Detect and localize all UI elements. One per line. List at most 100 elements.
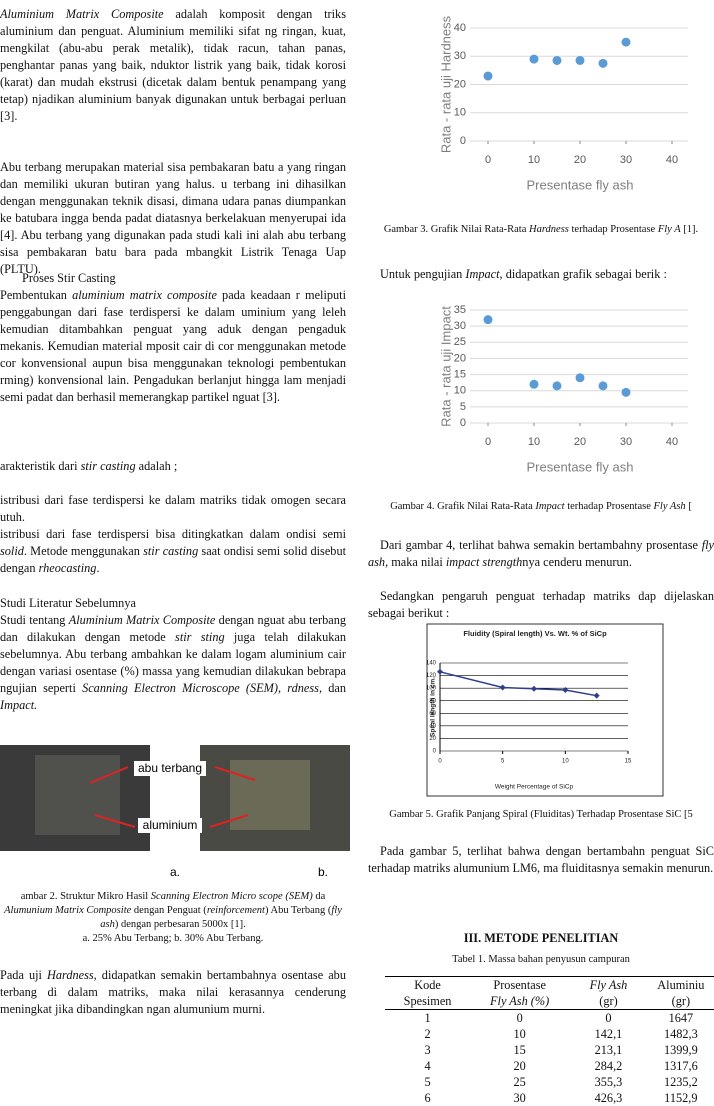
point	[575, 55, 585, 65]
table-row: 6 30 426,3 1152,9	[385, 1090, 714, 1106]
point	[621, 37, 631, 47]
x-tick-label: 40	[666, 436, 678, 448]
figure-caption: Gambar 4. Grafik Nilai Rata-Rata Impact …	[368, 500, 714, 514]
text: istribusi dari fase terdispersi ke dalam…	[0, 493, 346, 524]
y-tick-label: 40	[429, 723, 436, 729]
x-tick-label: 0	[485, 154, 491, 166]
table-cell: 25	[513, 1075, 526, 1089]
x-tick-label: 20	[574, 436, 586, 448]
y-tick-label: 10	[454, 107, 466, 119]
y-tick-label: 10	[454, 385, 466, 397]
y-tick-label: 20	[429, 736, 436, 742]
text: ) dengan perbesaran 5000x [1].	[114, 919, 246, 930]
figure-subcaption: a. 25% Abu Terbang; b. 30% Abu Terbang.	[82, 933, 264, 944]
text: juga telah dilakukan sebelumnya. Abu ter…	[0, 630, 346, 695]
text: Studi tentang	[0, 613, 69, 627]
point	[529, 379, 539, 389]
figure-label: aluminium	[143, 818, 198, 832]
header-text: Fly Ash	[589, 978, 628, 992]
marker	[531, 685, 537, 692]
marker	[437, 668, 443, 675]
table-cell: 1317,6	[663, 1059, 698, 1073]
point	[483, 71, 493, 81]
text: . Metode menggunakan	[23, 544, 144, 558]
text: arakteristik dari	[0, 459, 81, 473]
header-text: Kode	[414, 978, 441, 992]
text: ambar 2. Struktur Mikro Hasil	[20, 891, 151, 902]
y-axis-label: Rata - rata uji Hardness	[438, 15, 453, 153]
arrow	[89, 766, 129, 784]
marker	[593, 692, 600, 699]
x-tick-label: 10	[562, 759, 569, 765]
table-cell: 0	[605, 1011, 612, 1025]
y-tick-label: 20	[454, 78, 466, 90]
x-tick-label: 30	[620, 436, 632, 448]
point	[575, 373, 585, 383]
text: Pada gambar 5, terlihat bahwa dengan ber…	[368, 844, 714, 875]
marker	[499, 684, 506, 691]
y-tick-label: 20	[454, 352, 466, 364]
table-cell: 20	[513, 1059, 526, 1073]
italic-text: stir casting	[80, 459, 136, 473]
table-cell: 0	[516, 1011, 523, 1025]
table-cell: 1647	[668, 1011, 694, 1025]
header-cell: Aluminiu (gr)	[647, 976, 714, 1010]
header-cell: Fly Ash (gr)	[569, 976, 648, 1010]
figure-caption: ambar 2. Struktur Mikro Hasil Scanning E…	[0, 890, 346, 932]
table-row: 1 0 0 1647	[385, 1010, 714, 1027]
text: dengan Penguat (	[131, 905, 207, 916]
table-body: 1 0 0 1647 2 10 142,1 1482,3 3 15 213,1 1399,9 4 20 28…	[385, 1010, 714, 1106]
table-row: 4 20 284,2 1317,6	[385, 1058, 714, 1074]
table-row: 5 25 355,3 1235,2	[385, 1074, 714, 1090]
arrow	[214, 766, 256, 781]
table-cell: 30	[513, 1091, 526, 1105]
table-cell: 10	[513, 1027, 526, 1041]
italic-text: solid	[0, 544, 24, 558]
table-cell: 2	[424, 1027, 431, 1041]
text: Pembentukan	[0, 288, 73, 302]
chart-title: Fluidity (Spiral length) Vs. Wt. % of Si…	[463, 629, 607, 638]
text: Sedangkan pengaruh penguat terhadap matr…	[368, 589, 714, 620]
list-item: istribusi dari fase terdispersi bisa dit…	[0, 526, 346, 577]
text: nya cenderu menurun.	[522, 555, 632, 569]
text: , maka nilai	[385, 555, 446, 569]
italic-text: impact strength	[445, 555, 523, 569]
table-cell: 1152,9	[664, 1091, 698, 1105]
x-tick-label: 40	[666, 154, 678, 166]
table-cell: 4	[424, 1059, 431, 1073]
italic-text: Impact	[535, 501, 565, 512]
y-tick-label: 80	[429, 698, 436, 704]
text: istribusi dari fase terdispersi bisa dit…	[0, 527, 346, 541]
point	[621, 387, 631, 397]
figure-label: abu terbang	[138, 761, 202, 775]
x-tick-label: 15	[625, 759, 632, 765]
table-cell: 1399,9	[663, 1043, 698, 1057]
table-header: Kode Spesimen Prosentase Fly Ash (%) Fly Ash…	[385, 976, 714, 1010]
paragraph: Aluminium Matrix Composite adalah kompos…	[0, 6, 346, 125]
table-caption: Tabel 1. Massa bahan penyusun campuran	[452, 954, 630, 965]
y-tick-label: 30	[454, 50, 466, 62]
paragraph: Dari gambar 4, terlihat bahwa semakin be…	[368, 537, 714, 571]
x-tick-label: 0	[485, 436, 491, 448]
point	[552, 381, 562, 391]
point	[598, 58, 608, 68]
table-cell: 1482,3	[663, 1027, 698, 1041]
header-text: Fly Ash (%)	[490, 994, 550, 1008]
italic-text: Fly Ash	[653, 501, 686, 512]
figure-caption: Gambar 5. Grafik Panjang Spiral (Fluidit…	[368, 808, 714, 822]
paragraph: Pada uji Hardness, didapatkan semakin be…	[0, 967, 346, 1018]
text: , didapatkan grafik sebagai berik :	[499, 267, 667, 281]
header-cell: Kode Spesimen	[385, 976, 471, 1010]
x-tick-label: 0	[438, 759, 442, 765]
y-tick-label: 0	[460, 417, 466, 429]
subheading: Proses Stir Casting	[22, 271, 116, 285]
table-row: 2 10 142,1 1482,3	[385, 1026, 714, 1042]
chart: Fluidity (Spiral length) Vs. Wt. % of Si…	[426, 623, 664, 797]
y-tick-label: 0	[460, 135, 466, 147]
italic-text: rheocasting	[38, 561, 97, 575]
table-cell: 284,2	[594, 1059, 623, 1073]
y-tick-label: 140	[426, 661, 437, 667]
y-tick-label: 15	[454, 368, 466, 380]
figure-caption: Gambar 3. Grafik Nilai Rata-Rata Hardnes…	[368, 223, 714, 237]
